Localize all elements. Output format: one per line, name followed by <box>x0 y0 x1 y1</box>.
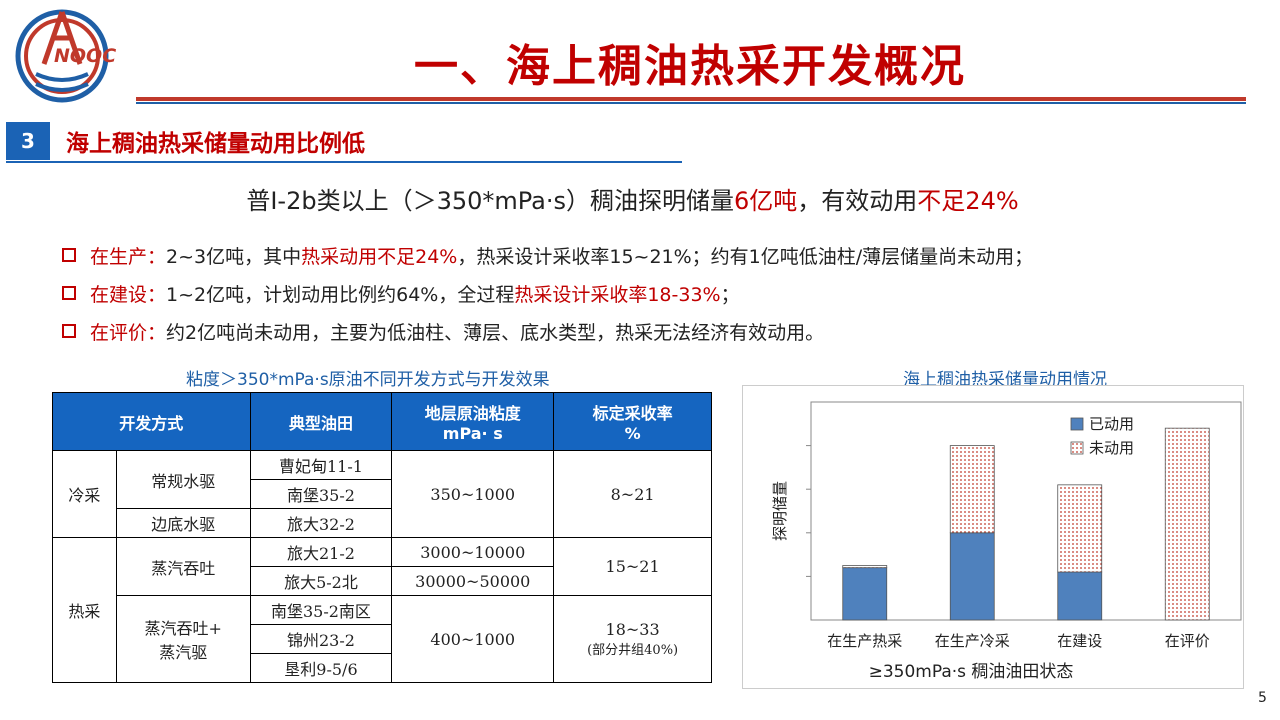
recovery-cell: 15~21 <box>553 537 712 596</box>
bullet-item-evaluation: 在评价： 约2亿吨尚未动用，主要为低油柱、薄层、底水类型，热采无法经济有效动用。 <box>62 312 1033 350</box>
table-row: 边底水驱 旅大32-2 <box>53 508 712 538</box>
x-tick-label: 在建设 <box>1057 632 1102 650</box>
bar-segment <box>1057 571 1103 621</box>
bullet-text: 2~3亿吨，其中 <box>166 245 302 268</box>
headline-highlight-1: 6亿吨 <box>734 187 798 215</box>
method-cell: 边底水驱 <box>115 508 251 538</box>
legend-swatch <box>1070 417 1084 431</box>
bullet-square-icon <box>62 248 76 262</box>
table-row: 垦利9-5/6 <box>53 653 712 683</box>
page-number: 5 <box>1258 690 1267 706</box>
viscosity-cell: 3000~10000 <box>391 537 555 567</box>
legend-label: 已动用 <box>1089 415 1134 433</box>
section-number-badge: 3 <box>6 122 50 160</box>
viscosity-cell: 350~1000 <box>391 450 555 538</box>
bullet-label: 在评价： <box>90 321 167 344</box>
method-cell: 蒸汽吞吐 <box>115 537 251 596</box>
bullet-square-icon <box>62 324 76 338</box>
reserve-usage-chart: 在生产热采 在生产冷采 在建设 在评价 探明储量 ≥350mPa·s 稠油油田状态 已动用未… <box>771 401 1242 682</box>
field-cell: 垦利9-5/6 <box>249 653 393 683</box>
table-row: 蒸汽吞吐+ 蒸汽驱 南堡35-2南区 400~1000 18~33 (部分井组40%… <box>53 595 712 683</box>
bar-segment <box>842 565 888 569</box>
legend-label: 未动用 <box>1089 439 1134 457</box>
bullet-text: 约2亿吨尚未动用，主要为低油柱、薄层、底水类型，热采无法经济有效动用。 <box>166 321 825 344</box>
legend-swatch <box>1070 441 1084 455</box>
bullet-text: ，热采设计采收率15~21%；约有1亿吨低油柱/薄层储量尚未动用； <box>457 245 1034 268</box>
headline-highlight-2: 不足24% <box>917 187 1019 215</box>
page-title: 一、海上稠油热采开发概况 <box>414 41 966 92</box>
field-cell: 旅大5-2北 <box>249 566 393 596</box>
bar-segment <box>949 445 995 534</box>
bullet-item-construction: 在建设： 1~2亿吨，计划动用比例约64%，全过程 热采设计采收率18-33% … <box>62 274 1033 312</box>
bullet-highlight: 热采动用不足24% <box>301 245 458 268</box>
headline-text-2: ，有效动用 <box>797 187 918 215</box>
development-method-table: 开发方式 典型油田 地层原油粘度 mPa· s 标定采收率% 冷采 常规水驱 曹妃… <box>52 392 712 683</box>
headline-text-1: 普Ⅰ-2b类以上（＞350*mPa·s）稠油探明储量 <box>246 187 735 215</box>
bullet-highlight: 热采设计采收率18-33% <box>514 283 721 306</box>
table-caption: 粘度＞350*mPa·s原油不同开发方式与开发效果 <box>186 370 550 390</box>
bullet-label: 在建设： <box>90 283 167 306</box>
table-header-row: 开发方式 典型油田 地层原油粘度 mPa· s 标定采收率% <box>52 392 712 451</box>
group-cold: 冷采 <box>52 450 117 538</box>
svg-text:NOOC: NOOC <box>54 45 116 67</box>
method-cell: 蒸汽吞吐+ 蒸汽驱 <box>115 595 251 683</box>
title-divider-red <box>136 97 1246 101</box>
chart-container: 在生产热采 在生产冷采 在建设 在评价 探明储量 ≥350mPa·s 稠油油田状态 已动用未… <box>742 385 1244 689</box>
field-cell: 锦州23-2 <box>249 624 393 654</box>
header-field: 典型油田 <box>249 392 393 451</box>
x-tick-label: 在评价 <box>1165 632 1210 650</box>
bullet-label: 在生产： <box>90 245 167 268</box>
bullet-item-production: 在生产： 2~3亿吨，其中 热采动用不足24% ，热采设计采收率15~21%；约… <box>62 236 1033 274</box>
headline: 普Ⅰ-2b类以上（＞350*mPa·s）稠油探明储量6亿吨，有效动用不足24% <box>0 181 1265 216</box>
plot-area <box>810 401 1242 621</box>
viscosity-cell: 30000~50000 <box>391 566 555 596</box>
x-axis-label: ≥350mPa·s 稠油油田状态 <box>869 662 1074 682</box>
bullet-list: 在生产： 2~3亿吨，其中 热采动用不足24% ，热采设计采收率15~21%；约… <box>62 236 1033 350</box>
section-title: 海上稠油热采储量动用比例低 <box>66 131 365 157</box>
header-recovery: 标定采收率% <box>553 392 712 451</box>
table-row: 冷采 常规水驱 曹妃甸11-1 350~1000 8~21 <box>52 450 712 538</box>
table-row: 锦州23-2 <box>53 624 712 654</box>
header-method: 开发方式 <box>52 392 251 451</box>
table-row: 热采 蒸汽吞吐 旅大21-2 3000~10000 15~21 <box>52 537 712 683</box>
bar-segment <box>949 532 995 621</box>
group-hot: 热采 <box>52 537 117 683</box>
header-viscosity: 地层原油粘度 mPa· s <box>391 392 555 451</box>
field-cell: 南堡35-2 <box>249 479 393 509</box>
bar-segment <box>1164 427 1210 621</box>
bullet-text: ； <box>720 283 740 306</box>
bar-segment <box>842 567 888 621</box>
bullet-square-icon <box>62 286 76 300</box>
company-logo: NOOC <box>15 9 116 103</box>
section-underline <box>6 161 682 163</box>
x-tick-label: 在生产热采 <box>827 632 902 650</box>
field-cell: 南堡35-2南区 <box>249 595 393 625</box>
bullet-text: 1~2亿吨，计划动用比例约64%，全过程 <box>166 283 515 306</box>
field-cell: 旅大21-2 <box>249 537 393 567</box>
table-row: 旅大5-2北 30000~50000 <box>53 566 712 596</box>
recovery-cell: 8~21 <box>553 450 712 538</box>
field-cell: 旅大32-2 <box>249 508 393 538</box>
bar-segment <box>1057 484 1103 573</box>
title-divider-blue <box>136 102 1246 104</box>
x-tick-label: 在生产冷采 <box>935 632 1010 650</box>
method-cell: 常规水驱 <box>115 450 251 509</box>
viscosity-cell: 400~1000 <box>391 595 555 683</box>
y-axis-label: 探明储量 <box>771 481 789 541</box>
field-cell: 曹妃甸11-1 <box>249 450 393 480</box>
recovery-cell: 18~33 (部分井组40%) <box>553 595 712 683</box>
